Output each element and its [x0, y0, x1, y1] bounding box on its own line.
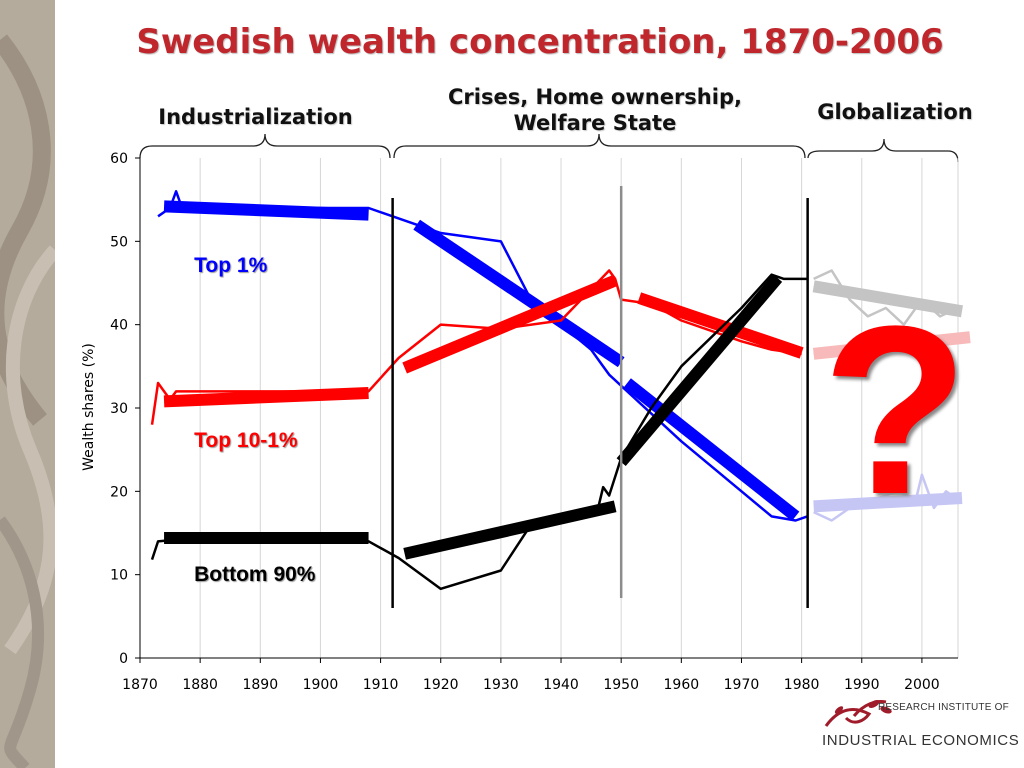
question-mark: ? — [822, 276, 969, 544]
x-tick-label-1970: 1970 — [724, 677, 760, 693]
trend-0-3 — [813, 492, 963, 513]
slide-title: Swedish wealth concentration, 1870-2006 — [136, 22, 944, 62]
trend-1-1 — [402, 274, 618, 374]
y-tick-label-60: 60 — [110, 151, 128, 167]
x-tick-label-1980: 1980 — [784, 677, 820, 693]
x-tick-label-1990: 1990 — [844, 677, 880, 693]
branch-logo-icon — [824, 700, 892, 727]
y-axis-label: Wealth shares (%) — [81, 343, 97, 471]
brace-globalization — [807, 138, 959, 163]
x-tick-label-1910: 1910 — [363, 677, 399, 693]
x-tick-label-1890: 1890 — [242, 677, 278, 693]
chart-axes: 1870 1880 1890 1900 1910 1920 1930 1940 1950 1960… — [110, 151, 958, 693]
side-decoration-panel — [0, 0, 55, 768]
y-tick-label-50: 50 — [110, 234, 128, 250]
swirl-decoration-icon — [0, 34, 55, 768]
x-tick-label-1880: 1880 — [182, 677, 218, 693]
y-tick-label-10: 10 — [110, 568, 128, 584]
series-label-bottom90: Bottom 90% — [194, 562, 316, 586]
x-tick-label-1870: 1870 — [122, 677, 158, 693]
period-braces — [139, 133, 959, 163]
period-dividers — [391, 186, 809, 608]
brace-crises-welfare — [393, 133, 806, 159]
y-tick-label-20: 20 — [110, 484, 128, 500]
series-label-top10-1: Top 10-1% — [194, 429, 298, 453]
trend-0-1 — [413, 219, 625, 368]
series-layer — [150, 190, 809, 591]
logo-text-line1: RESEARCH INSTITUTE OF — [878, 702, 1009, 713]
recent-data-layer — [812, 269, 971, 522]
trend-1-0 — [163, 387, 369, 408]
x-tick-label-1930: 1930 — [483, 677, 519, 693]
period-label-crises-welfare: Crises, Home ownership, Welfare State — [448, 85, 742, 135]
x-tick-label-1900: 1900 — [303, 677, 339, 693]
trend-2-3 — [812, 280, 963, 318]
y-tick-label-30: 30 — [110, 401, 128, 417]
period-label-industrialization: Industrialization — [158, 105, 353, 129]
trend-0-2 — [623, 378, 800, 522]
y-tick-label-40: 40 — [110, 318, 128, 334]
trend-2-2 — [616, 274, 783, 467]
series-label-top1: Top 1% — [194, 254, 268, 278]
brace-industrialization — [139, 133, 391, 159]
trend-2-1 — [403, 500, 617, 560]
trend-1-3 — [813, 331, 971, 360]
trend-1-2 — [637, 292, 804, 359]
x-tick-label-1960: 1960 — [664, 677, 700, 693]
y-tick-label-0: 0 — [119, 651, 128, 667]
trend-0-0 — [163, 200, 369, 221]
x-tick-label-2000: 2000 — [904, 677, 940, 693]
period-label-globalization: Globalization — [817, 100, 973, 124]
logo-text-line2: INDUSTRIAL ECONOMICS — [822, 732, 1020, 749]
x-tick-label-1940: 1940 — [543, 677, 579, 693]
x-tick-label-1920: 1920 — [423, 677, 459, 693]
institute-logo: RESEARCH INSTITUTE OF INDUSTRIAL ECONOMI… — [818, 696, 1020, 756]
x-tick-label-1950: 1950 — [603, 677, 639, 693]
